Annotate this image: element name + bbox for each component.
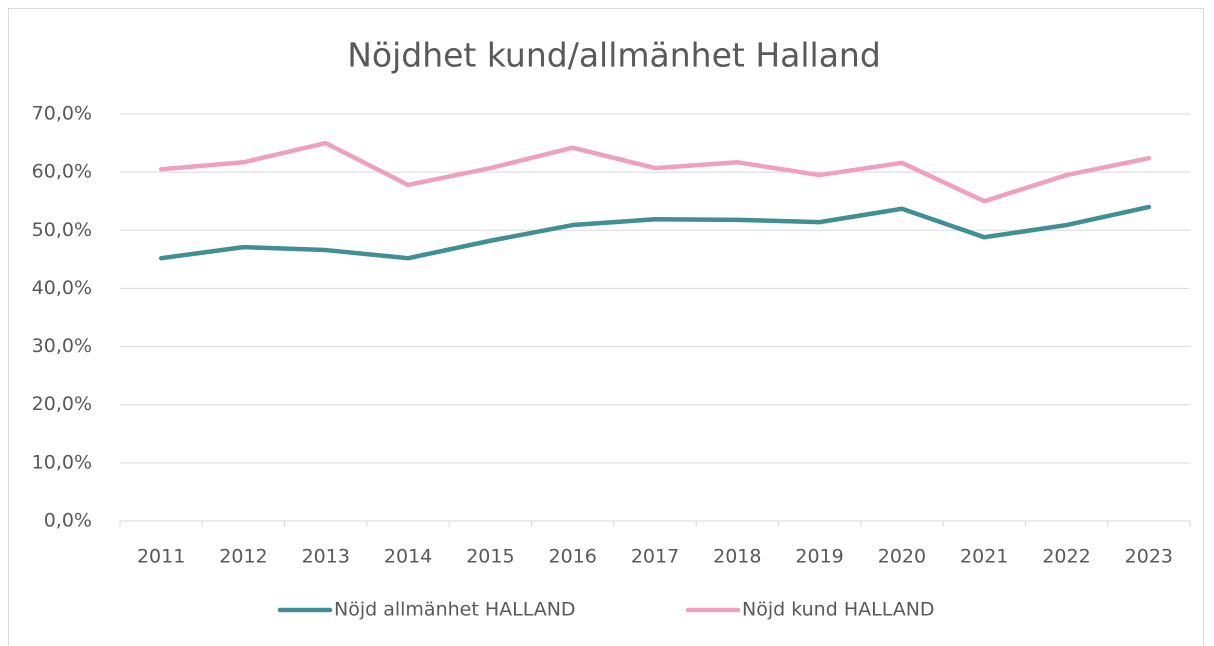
y-tick-label: 20,0% [32,393,92,415]
y-tick-label: 10,0% [32,451,92,473]
x-tick-label: 2020 [878,546,926,568]
y-tick-label: 50,0% [32,219,92,241]
series-line [158,204,1152,261]
legend-label: Nöjd allmänhet HALLAND [334,599,576,621]
x-tick-label: 2013 [302,546,350,568]
x-tick-label: 2021 [960,546,1008,568]
series-line [158,140,1152,204]
y-tick-label: 60,0% [32,161,92,183]
x-tick-label: 2015 [466,546,514,568]
legend-label: Nöjd kund HALLAND [742,599,935,621]
x-tick-label: 2023 [1125,546,1173,568]
y-tick-label: 40,0% [32,277,92,299]
x-tick-label: 2014 [384,546,432,568]
y-tick-label: 30,0% [32,335,92,357]
y-tick-label: 70,0% [32,103,92,125]
x-tick-label: 2016 [549,546,597,568]
x-tick-label: 2022 [1042,546,1090,568]
x-tick-label: 2011 [137,546,185,568]
x-tick-label: 2012 [219,546,267,568]
chart-border [8,8,1204,646]
y-tick-label: 0,0% [44,510,92,532]
x-tick-label: 2017 [631,546,679,568]
chart-title: Nöjdhet kund/allmänhet Halland [347,36,881,75]
x-tick-label: 2018 [713,546,761,568]
x-tick-label: 2019 [795,546,843,568]
